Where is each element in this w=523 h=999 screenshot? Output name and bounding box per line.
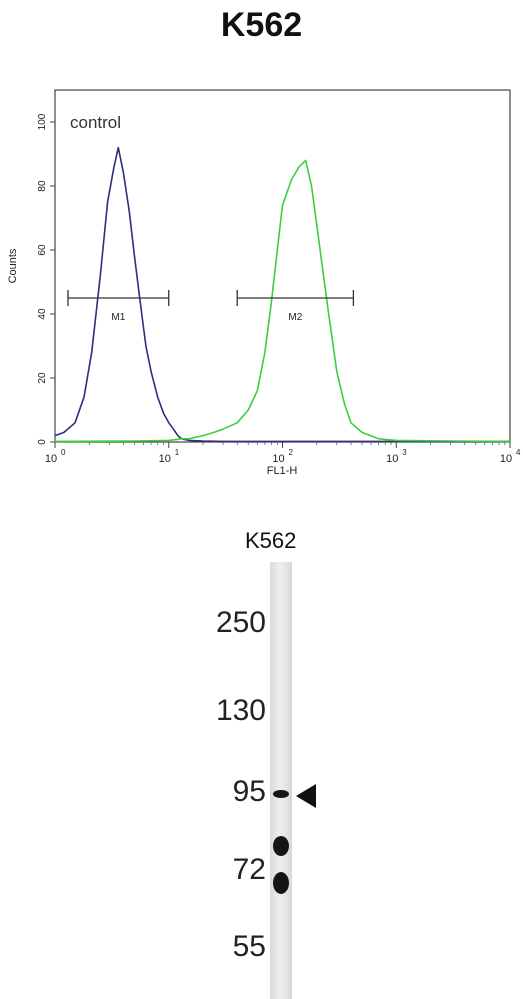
y-tick-label: 100: [37, 113, 48, 130]
x-tick-exponent: 1: [175, 448, 180, 457]
control-histogram-line: [54, 146, 510, 443]
y-tick-label: 60: [37, 244, 48, 256]
x-axis-ticks: 10 0 10 1 10 2 10 3 10 4: [45, 442, 521, 465]
mw-marker-130: 130: [215, 694, 266, 727]
x-tick-exponent: 4: [516, 448, 521, 457]
x-tick-label: 10: [272, 453, 284, 465]
y-tick-label: 20: [37, 372, 48, 384]
mw-marker-55: 55: [232, 930, 266, 963]
x-tick-label: 10: [500, 453, 512, 465]
mw-marker-250: 250: [215, 606, 266, 639]
blot-band-95: [273, 790, 289, 798]
x-tick-label: 10: [386, 453, 398, 465]
mw-marker-95: 95: [232, 775, 266, 808]
x-tick-label: 10: [159, 453, 171, 465]
control-annotation: control: [70, 113, 121, 132]
x-tick-label: 10: [45, 453, 57, 465]
figure-title: K562: [220, 6, 303, 44]
x-tick-exponent: 3: [402, 448, 407, 457]
blot-lane: [270, 562, 292, 999]
blot-band-lower-2: [273, 872, 289, 894]
plot-frame: [54, 89, 511, 443]
blot-lane-label: K562: [245, 528, 297, 553]
x-tick-exponent: 0: [61, 448, 66, 457]
gate-markers: M1 M2: [67, 290, 355, 323]
gate-label-m2: M2: [288, 312, 302, 323]
y-axis-ticks: 0 20 40 60 80 100: [37, 113, 55, 445]
band-arrow-icon: [296, 784, 316, 808]
x-tick-exponent: 2: [289, 448, 294, 457]
y-axis-title: Counts: [7, 248, 19, 283]
histogram-series: [54, 146, 511, 443]
gate-label-m1: M1: [111, 312, 125, 323]
y-tick-label: 80: [37, 180, 48, 192]
y-tick-label: 40: [37, 308, 48, 320]
x-axis-title: FL1-H: [267, 465, 298, 477]
blot-band-lower-1: [273, 836, 289, 856]
y-tick-label: 0: [37, 439, 48, 445]
sample-histogram-line: [54, 159, 511, 443]
mw-marker-72: 72: [232, 853, 266, 886]
